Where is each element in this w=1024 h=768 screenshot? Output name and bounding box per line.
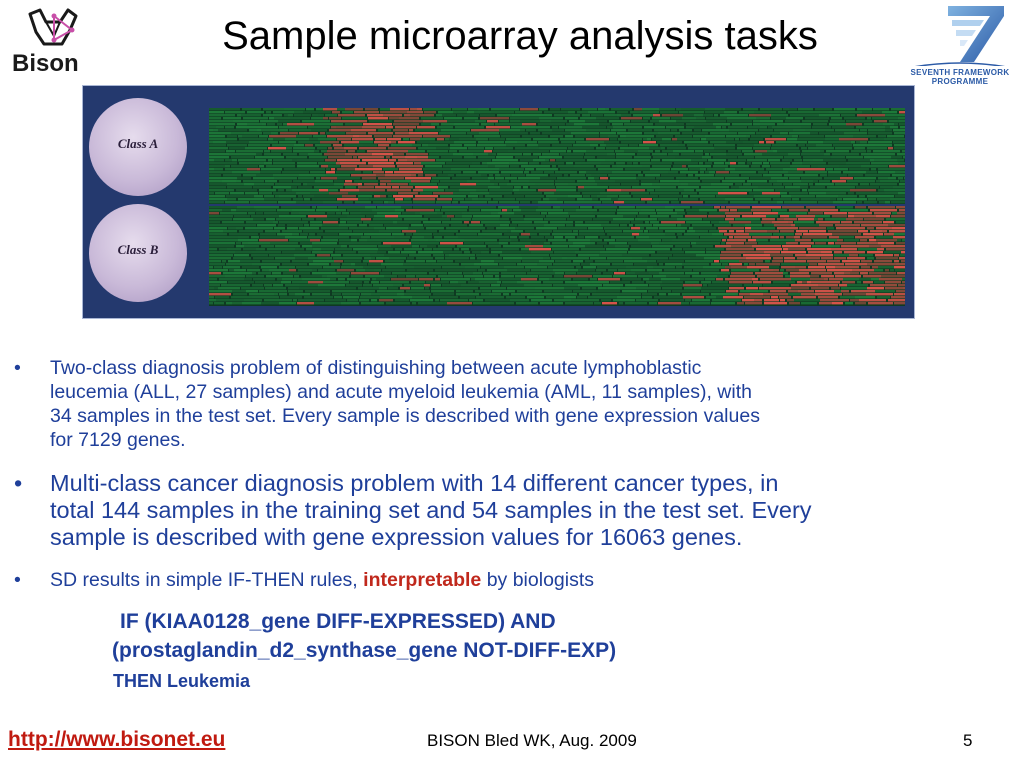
bullet-1-line-3: 34 samples in the test set. Every sample… — [50, 405, 760, 427]
bullet-1-line-4: for 7129 genes. — [50, 429, 186, 451]
bullet-marker-3: • — [14, 569, 21, 591]
bullet-3-suffix: by biologists — [481, 569, 595, 591]
fp7-seven-icon — [907, 6, 1013, 69]
bullet-3-prefix: SD results in simple IF-THEN rules, — [50, 569, 364, 591]
bullet-2-line-3: sample is described with gene expression… — [50, 524, 743, 550]
page-number: 5 — [963, 731, 973, 750]
bullet-2: Multi-class cancer diagnosis problem wit… — [50, 470, 812, 551]
bullet-marker-1: • — [14, 357, 21, 379]
bullet-3: SD results in simple IF-THEN rules, inte… — [50, 568, 594, 592]
heatmap-class-b — [209, 206, 905, 306]
slide-title: Sample microarray analysis tasks — [222, 14, 818, 58]
bullet-1-line-2: leucemia (ALL, 27 samples) and acute mye… — [50, 381, 752, 403]
bison-logo-text: Bison — [12, 50, 79, 77]
bullet-3-highlight: interpretable — [363, 569, 482, 591]
rule-line-1: IF (KIAA0128_gene DIFF-EXPRESSED) AND — [120, 610, 556, 633]
footer-url-link[interactable]: http://www.bisonet.eu — [8, 728, 226, 751]
heatmap-class-a — [209, 108, 905, 204]
bison-head-icon — [28, 8, 78, 46]
bullet-2-line-1: Multi-class cancer diagnosis problem wit… — [50, 470, 779, 496]
fp7-logo: SEVENTH FRAMEWORK PROGRAMME — [904, 2, 1016, 92]
footer-event: BISON Bled WK, Aug. 2009 — [427, 731, 637, 750]
rule-line-2: (prostaglandin_d2_synthase_gene NOT-DIFF… — [112, 639, 617, 662]
bullet-1-line-1: Two-class diagnosis problem of distingui… — [50, 357, 702, 379]
bullet-1: Two-class diagnosis problem of distingui… — [50, 356, 760, 452]
class-b-label: Class B — [117, 242, 159, 257]
microarray-figure: Class A Class B — [82, 85, 915, 319]
fp7-line1: SEVENTH FRAMEWORK — [910, 68, 1010, 77]
bullet-marker-2: • — [14, 470, 23, 496]
fp7-line2: PROGRAMME — [931, 77, 989, 86]
rule-then: THEN Leukemia — [113, 671, 251, 691]
bullet-2-line-2: total 144 samples in the training set an… — [50, 497, 812, 523]
class-a-label: Class A — [117, 136, 159, 151]
tissue-sample-class-b: Class B — [89, 204, 187, 302]
tissue-sample-class-a: Class A — [89, 98, 187, 196]
bison-logo: Bison — [8, 6, 92, 78]
